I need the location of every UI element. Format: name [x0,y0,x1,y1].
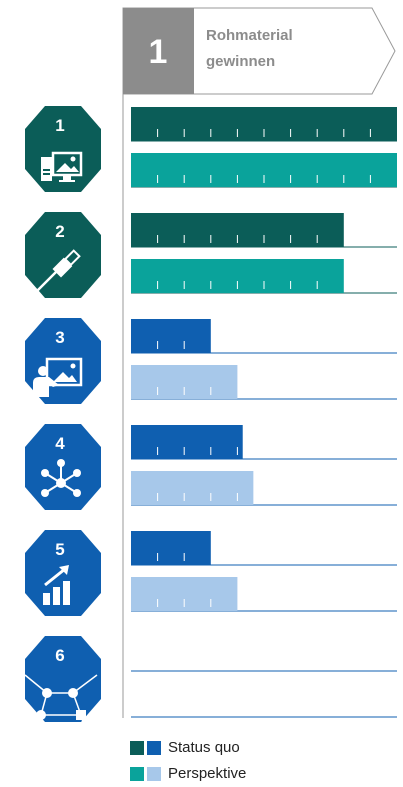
legend-status: Status quo [130,739,240,756]
bar-1-perspektive [131,153,397,188]
badge-number-1: 1 [55,116,64,135]
legend-swatch-perspective-blue [147,766,161,781]
header: 1 Rohmaterial gewinnen [122,7,396,95]
badge-number-3: 3 [55,328,64,347]
bar-3-perspektive [131,365,397,400]
legend-swatch-perspective-teal [130,766,144,781]
growth-chart-icon [43,565,70,605]
badge-number-5: 5 [55,540,64,559]
legend-swatch-status-blue [147,740,161,755]
bar-1-status-quo [131,107,397,142]
bar-2-status-quo [131,213,397,248]
legend-perspective: Perspektive [130,765,246,782]
network-graph-icon [24,674,98,730]
badge-shape-4 [25,424,101,510]
badges: 1 2 3 4 5 6 [24,106,101,730]
usb-plug-icon [30,249,81,298]
badge-number-6: 6 [55,646,64,665]
presentation-icon [33,357,83,397]
header-title-line2: gewinnen [206,53,275,70]
bar-rect-4-0 [131,425,243,459]
badge-shape-6 [25,636,101,722]
header-number: 1 [149,33,168,71]
bar-4-perspektive [131,471,397,506]
badge-4: 4 [25,424,101,510]
header-title-line1: Rohmaterial [206,27,293,44]
header-number-box [123,8,194,94]
badge-6: 6 [24,636,101,730]
badge-2: 2 [25,212,101,298]
bar-4-status-quo [131,425,397,460]
network-node-icon [41,459,81,497]
bar-rect-5-0 [131,531,211,565]
bar-3-status-quo [131,319,397,354]
legend-perspective-label: Perspektive [168,765,247,782]
legend-swatch-status-teal [130,740,144,755]
badge-number-2: 2 [55,222,64,241]
computer-image-icon [41,151,83,182]
bar-2-perspektive [131,259,397,294]
bar-5-status-quo [131,531,397,566]
badge-5: 5 [25,530,101,616]
badge-1: 1 [25,106,101,192]
badge-number-4: 4 [55,434,65,453]
bar-rect-3-0 [131,319,211,353]
bars [131,107,397,718]
bar-5-perspektive [131,577,397,612]
badge-shape-2 [25,212,101,298]
legend-status-label: Status quo [168,739,240,756]
badge-3: 3 [25,318,101,404]
bar-rect-4-1 [131,471,254,505]
